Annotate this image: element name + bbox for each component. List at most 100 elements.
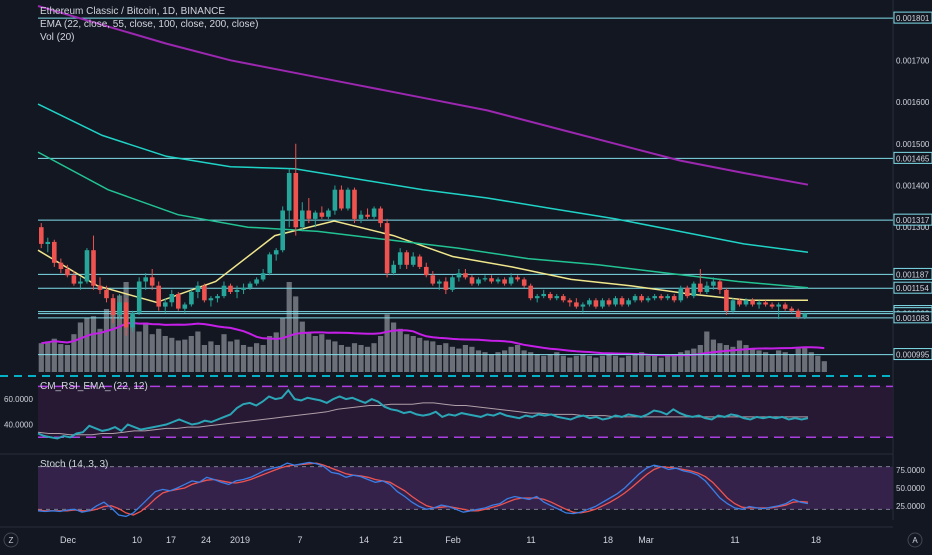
volume-bar: [38, 343, 44, 372]
volume-bar: [599, 355, 605, 372]
volume-bar: [658, 357, 664, 372]
volume-bar: [776, 350, 782, 372]
rsi-tick-label: 40.0000: [4, 421, 33, 430]
x-axis-label: 24: [201, 535, 211, 545]
ema-100-line: [37, 103, 809, 254]
candle-body: [580, 304, 586, 307]
ema-55-line: [37, 151, 809, 289]
legend-title: Ethereum Classic / Bitcoin, 1D, BINANCE: [40, 6, 226, 17]
rsi-ema-line: [37, 402, 808, 436]
candle-body: [469, 277, 475, 284]
volume-bar: [338, 345, 344, 372]
candle-body: [619, 298, 625, 305]
candle-body: [39, 227, 44, 244]
candle-body: [345, 189, 351, 209]
candle-body: [691, 283, 697, 297]
volume-bar: [404, 334, 410, 372]
level-label-box: [893, 151, 932, 164]
volume-bar: [789, 354, 795, 372]
volume-bar: [345, 346, 351, 372]
volume-bar: [247, 346, 253, 372]
candle-body: [743, 300, 749, 305]
volume-bar: [645, 355, 651, 372]
candle-body: [169, 294, 175, 303]
candle-body: [293, 173, 299, 228]
volume-bar: [325, 339, 331, 372]
volume-bar: [378, 336, 384, 372]
volume-bar: [286, 282, 292, 372]
volume-bar: [234, 339, 240, 372]
volume-bar: [495, 352, 501, 372]
candle-body: [658, 296, 664, 299]
volume-bar: [665, 355, 671, 372]
candle-body: [267, 254, 272, 274]
price-tick-label: 0.001600: [896, 98, 930, 107]
volume-bar: [704, 331, 710, 372]
volume-bar: [802, 346, 808, 372]
volume-bar: [175, 340, 181, 372]
candle-body: [306, 210, 312, 219]
legend-ema: EMA (22, close, 55, close, 100, close, 2…: [40, 19, 259, 30]
price-tick-label: 0.001700: [896, 56, 930, 65]
candle-body: [639, 296, 644, 301]
volume-bar: [593, 357, 599, 372]
candle-body: [280, 210, 285, 251]
candle-body: [384, 223, 390, 274]
volume-bar: [332, 341, 338, 372]
volume-bar: [554, 352, 560, 372]
candle-body: [482, 278, 488, 280]
volume-bar: [769, 354, 775, 372]
candle-body: [339, 189, 344, 209]
candle-body: [724, 289, 729, 311]
price-tick-label: 0.001500: [896, 140, 930, 149]
volume-bar: [469, 346, 475, 372]
candle-body: [352, 189, 357, 219]
candle-body: [319, 212, 325, 217]
volume-bar: [521, 350, 527, 372]
candle-body: [554, 296, 560, 299]
volume-bar: [299, 321, 305, 372]
level-label: 0.000995: [896, 351, 930, 360]
candle-body: [97, 285, 103, 290]
volume-bar: [227, 341, 234, 372]
level-label: 0.001465: [896, 154, 930, 163]
x-axis-label: 14: [359, 535, 369, 545]
candle-body: [548, 294, 553, 299]
candle-body: [437, 281, 442, 284]
candle-body: [260, 273, 266, 280]
candle-body: [495, 279, 501, 282]
volume-bar: [58, 344, 64, 372]
x-axis-label: 17: [166, 535, 176, 545]
candle-body: [202, 285, 207, 301]
volume-bar: [625, 355, 632, 372]
volume-bar: [195, 331, 201, 372]
stoch-d-line: [37, 462, 809, 516]
volume-bar: [541, 355, 547, 372]
volume-bar: [697, 345, 703, 372]
candle-body: [84, 250, 90, 282]
volume-bar: [639, 352, 645, 372]
x-axis-label: Feb: [445, 535, 461, 545]
candle-body: [130, 312, 135, 328]
candle-body: [776, 304, 781, 307]
candle-body: [606, 300, 612, 305]
candle-body: [730, 300, 736, 311]
candle-body: [521, 279, 527, 286]
volume-bar: [821, 361, 827, 372]
volume-bar: [201, 345, 207, 372]
stoch-tick-label: 75.0000: [896, 466, 925, 475]
volume-bar: [156, 328, 162, 372]
candle-body: [71, 275, 77, 284]
candle-body: [397, 252, 403, 265]
candle-body: [685, 287, 690, 297]
volume-bar: [710, 339, 716, 372]
candle-body: [247, 283, 253, 288]
x-axis-label: 18: [603, 535, 613, 545]
level-label-box: [893, 11, 932, 24]
volume-bar: [77, 322, 83, 372]
volume-bar: [580, 354, 586, 372]
x-axis-label: 2019: [230, 535, 250, 545]
candle-body: [143, 277, 148, 282]
candle-body: [365, 214, 370, 217]
